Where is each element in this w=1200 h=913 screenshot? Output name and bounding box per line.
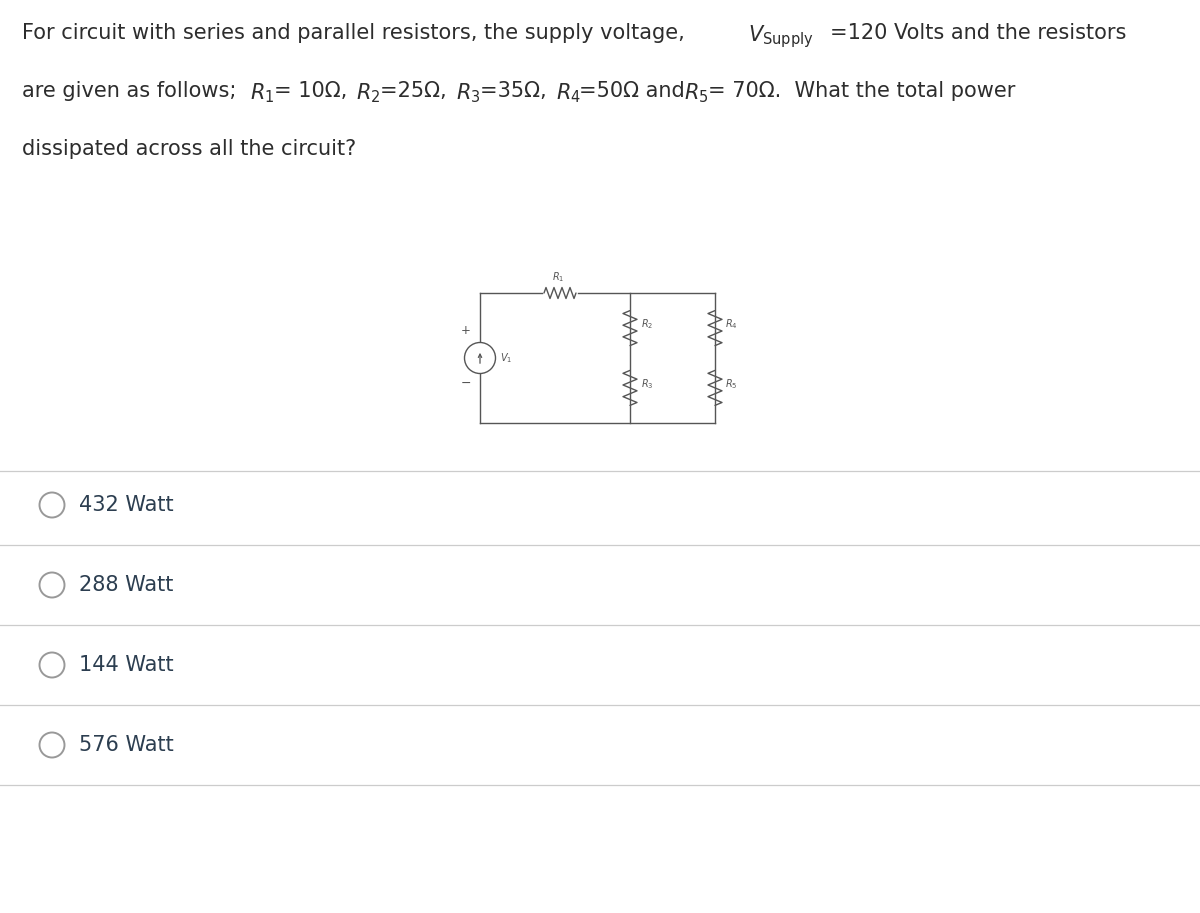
Text: = 70Ω.  What the total power: = 70Ω. What the total power xyxy=(708,81,1015,101)
Text: 432 Watt: 432 Watt xyxy=(79,495,174,515)
Text: =25Ω,: =25Ω, xyxy=(380,81,454,101)
Text: $R_5$: $R_5$ xyxy=(725,377,738,391)
Text: dissipated across all the circuit?: dissipated across all the circuit? xyxy=(22,139,356,159)
Text: $R_4$: $R_4$ xyxy=(725,317,738,331)
Text: $R_2$: $R_2$ xyxy=(356,81,380,105)
Text: $R_1$: $R_1$ xyxy=(250,81,275,105)
Text: $R_1$: $R_1$ xyxy=(552,270,564,284)
Text: $R_2$: $R_2$ xyxy=(641,317,653,331)
Text: 288 Watt: 288 Watt xyxy=(79,575,173,595)
Text: +: + xyxy=(461,324,470,338)
Text: $V_1$: $V_1$ xyxy=(499,352,511,365)
Text: =35Ω,: =35Ω, xyxy=(480,81,553,101)
Text: $R_3$: $R_3$ xyxy=(641,377,654,391)
Text: 144 Watt: 144 Watt xyxy=(79,655,174,675)
Text: $R_4$: $R_4$ xyxy=(556,81,581,105)
Text: = 10Ω,: = 10Ω, xyxy=(274,81,353,101)
Text: =120 Volts and the resistors: =120 Volts and the resistors xyxy=(830,23,1127,43)
Text: $R_5$: $R_5$ xyxy=(684,81,708,105)
Text: $V_{\mathrm{Supply}}$: $V_{\mathrm{Supply}}$ xyxy=(748,23,814,50)
Text: $R_3$: $R_3$ xyxy=(456,81,480,105)
Text: =50Ω and: =50Ω and xyxy=(580,81,691,101)
Text: For circuit with series and parallel resistors, the supply voltage,: For circuit with series and parallel res… xyxy=(22,23,691,43)
Text: 576 Watt: 576 Watt xyxy=(79,735,174,755)
Text: −: − xyxy=(461,376,472,390)
Text: are given as follows;: are given as follows; xyxy=(22,81,242,101)
